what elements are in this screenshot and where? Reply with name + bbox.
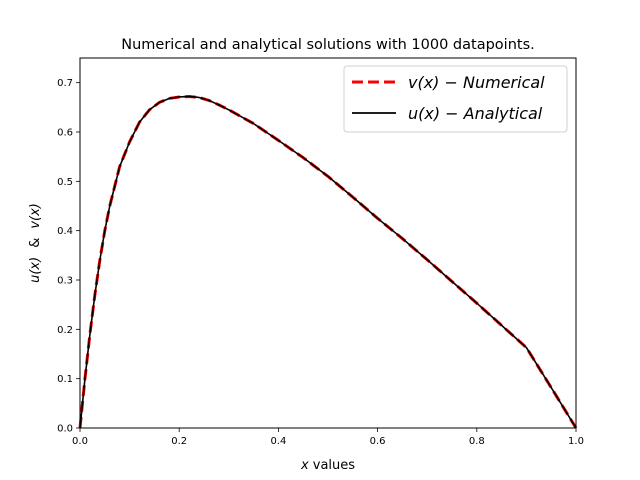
y-axis-label-v: v(x) — [28, 203, 43, 229]
legend-analytical-rest: Analytical — [463, 104, 543, 123]
y-tick-label: 0.6 — [57, 128, 73, 139]
x-tick-label: 0.4 — [270, 436, 286, 447]
legend-analytical-func: u(x) — [408, 104, 440, 123]
y-axis-label-u: u(x) — [28, 257, 43, 283]
x-tick-label: 1.0 — [568, 436, 584, 447]
y-tick-label: 0.5 — [57, 177, 73, 188]
x-tick-label: 0.0 — [72, 436, 88, 447]
y-axis-ticks: 0.0 0.1 0.2 0.3 0.4 0.5 0.6 0.7 — [57, 78, 80, 435]
series-line-analytical — [79, 95, 577, 429]
legend-box — [343, 65, 568, 133]
x-tick-label: 0.6 — [370, 436, 386, 447]
x-axis-ticks: 0.0 0.2 0.4 0.6 0.8 1.0 — [72, 428, 584, 447]
y-tick-label: 0.4 — [57, 226, 73, 237]
legend-analytical-minus: − — [440, 104, 464, 123]
legend-numerical-rest: Numerical — [463, 73, 545, 92]
y-tick-label: 0.3 — [57, 276, 73, 287]
legend-numerical-minus: − — [439, 73, 463, 92]
legend: v(x) − Numerical u(x) − Analytical — [343, 65, 568, 133]
y-tick-label: 0.7 — [57, 78, 73, 89]
chart-title: Numerical and analytical solutions with … — [121, 37, 535, 53]
legend-numerical-func: v(x) — [408, 73, 439, 92]
x-axis-label: x values — [300, 458, 355, 473]
y-tick-label: 0.0 — [57, 424, 73, 435]
y-axis-label: u(x) & v(x) — [28, 203, 43, 283]
x-tick-label: 0.8 — [469, 436, 485, 447]
y-tick-label: 0.1 — [57, 374, 73, 385]
y-tick-label: 0.2 — [57, 325, 73, 336]
series-layer — [78, 94, 578, 429]
x-tick-label: 0.2 — [171, 436, 187, 447]
plot-frame — [79, 57, 577, 429]
x-axis-label-var: x — [300, 458, 309, 473]
legend-label-analytical: u(x) − Analytical — [408, 104, 543, 123]
x-axis-label-rest: values — [309, 458, 356, 473]
legend-label-numerical: v(x) − Numerical — [408, 73, 545, 92]
y-axis-label-amp: & — [28, 238, 43, 248]
